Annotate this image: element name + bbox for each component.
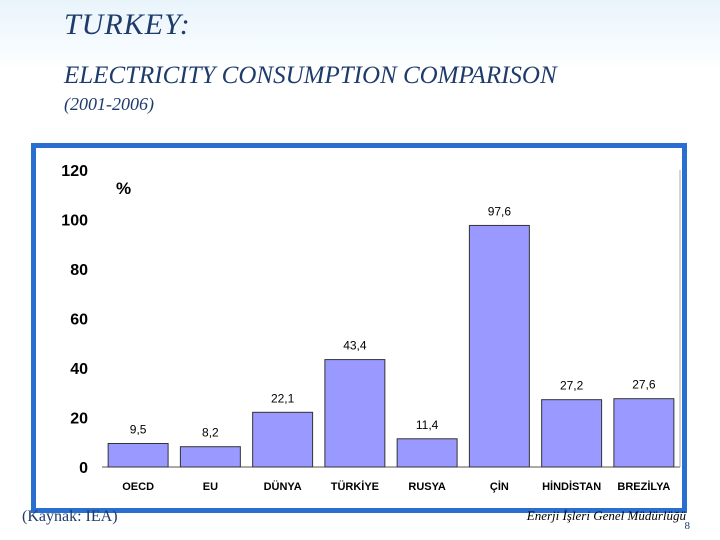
bar-1 <box>107 442 169 468</box>
category-label: OECD <box>122 481 154 493</box>
category-label: ÇİN <box>490 480 509 493</box>
y-tick-label: 0 <box>79 460 88 477</box>
category-label: BREZİLYA <box>617 480 670 493</box>
period-label: (2001-2006) <box>64 94 154 114</box>
data-label: 11,4 <box>416 418 439 432</box>
y-tick-label: 40 <box>70 361 88 378</box>
data-label: 9,5 <box>130 422 147 436</box>
data-label: 97,6 <box>488 204 512 218</box>
slide-title: TURKEY: <box>64 8 191 41</box>
bar-2 <box>179 446 241 468</box>
bar-3 <box>252 411 314 468</box>
bar-6 <box>468 224 530 468</box>
data-label: 8,2 <box>202 426 219 440</box>
data-label: 27,2 <box>560 379 584 393</box>
category-label: HİNDİSTAN <box>542 480 601 493</box>
y-tick-label: 20 <box>70 411 88 428</box>
data-label: 27,6 <box>632 378 656 392</box>
bar-7 <box>541 399 603 468</box>
category-label: TÜRKİYE <box>331 480 379 493</box>
y-tick-label: 120 <box>61 163 88 180</box>
category-label: RUSYA <box>408 481 446 493</box>
data-label: 22,1 <box>271 391 295 405</box>
header-background <box>0 0 720 70</box>
bar-4 <box>324 359 386 468</box>
bar-5 <box>396 438 458 468</box>
page-number: 8 <box>684 520 691 532</box>
y-tick-label: 100 <box>61 213 88 230</box>
data-label: 43,4 <box>343 339 367 353</box>
slide-subtitle: ELECTRICITY CONSUMPTION COMPARISON <box>64 62 557 89</box>
bar-8 <box>613 398 675 468</box>
y-unit-label: % <box>116 179 131 198</box>
organization-name: Enerji İşleri Genel Müdürlüğü <box>526 508 686 523</box>
category-label: EU <box>203 481 218 493</box>
y-tick-label: 60 <box>70 312 88 329</box>
category-label: DÜNYA <box>264 480 302 493</box>
y-tick-label: 80 <box>70 262 88 279</box>
source-note: (Kaynak: IEA) <box>22 508 118 525</box>
